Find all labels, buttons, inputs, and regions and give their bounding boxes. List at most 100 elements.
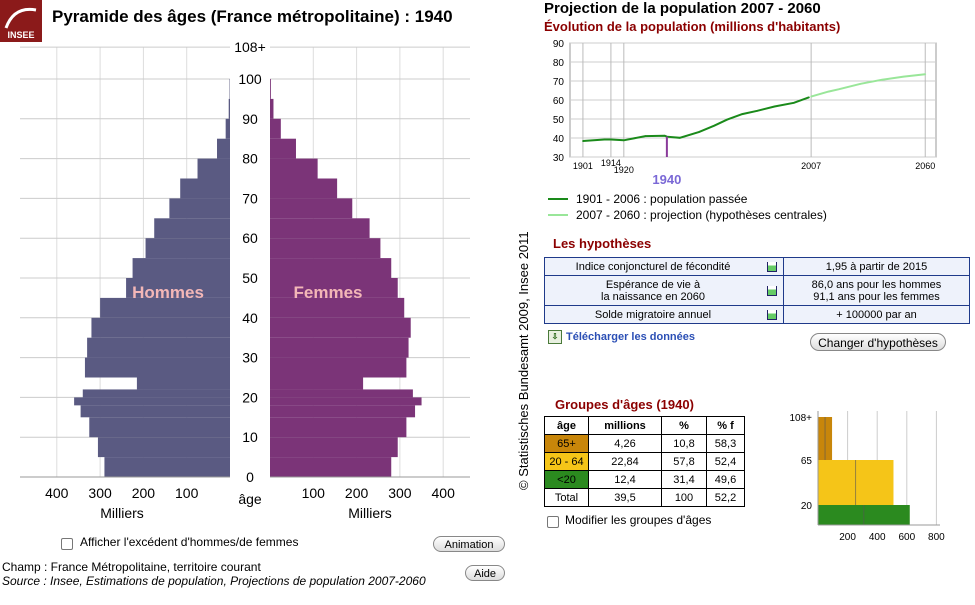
x-tick-label: 800 [928,532,945,543]
age-tick-label: 90 [242,111,258,127]
header-pct: % [661,416,707,435]
age-tick-label: 60 [242,230,258,246]
group-millions: 12,4 [588,470,662,489]
edit-glass-icon[interactable] [767,261,777,272]
women-axis-unit: Milliers [348,505,392,521]
past-point [610,138,612,141]
women-bar [270,258,392,278]
download-icon: ⇩ [548,330,562,344]
past-point [793,102,795,104]
group-row: 65+ 4,26 10,8 58,3 [544,434,745,453]
group-millions: 4,26 [588,434,662,453]
women-bar [270,138,296,159]
past-point [663,134,666,137]
men-bar [126,278,230,298]
men-bar [154,218,230,239]
group-row: 20 - 64 22,84 57,8 52,4 [544,452,745,471]
legend-swatch-projection [548,214,568,216]
men-bar [169,198,230,219]
y-tick-label: 60 [553,96,565,107]
legend-label-projection: 2007 - 2060 : projection (hypothèses cen… [576,208,827,222]
past-point [582,140,584,142]
age-groups-table: âge millions % % f 65+ 4,26 10,8 58,3 20… [544,416,745,507]
age-tick-label: 40 [242,310,258,326]
men-axis-unit: Milliers [100,505,144,521]
download-data-link[interactable]: ⇩ Télécharger les données [548,330,695,344]
hypothesis-label: Indice conjoncturel de fécondité [544,257,761,276]
men-bar [82,389,230,398]
men-bar [228,98,230,119]
men-bar [217,138,230,159]
projection-point [924,73,927,75]
year-label: 2060 [915,161,935,171]
x-tick-label: 300 [88,485,112,501]
age-tick-label: 30 [242,350,258,366]
past-point [713,124,716,127]
past-point [726,118,728,121]
men-bar [136,377,230,390]
page-title: Pyramide des âges (France métropolitaine… [52,7,453,26]
group-pct: 10,8 [661,434,707,453]
x-tick-label: 200 [132,485,156,501]
logo-text: INSEE [7,30,34,40]
age-tick-label: 50 [242,270,258,286]
x-tick-label: 400 [45,485,69,501]
excess-checkbox[interactable] [61,538,73,550]
men-bar [80,405,231,418]
group-age-cell: Total [544,488,589,507]
group-pctf: 52,4 [706,452,745,471]
y-tick-label: 20 [801,501,813,512]
group-pctf: 52,2 [706,488,745,507]
year-label: 2007 [801,161,821,171]
men-bar [104,457,230,477]
men-bar [180,178,230,199]
age-axis-label: âge [238,491,262,507]
women-bar [270,405,416,418]
age-tick-label: 70 [242,190,258,206]
age-tick-label: 10 [242,429,258,445]
group-age-cell: 20 - 64 [544,452,589,471]
women-bar [270,297,405,318]
women-bar [270,357,407,378]
women-bar [270,118,281,139]
change-hypotheses-button[interactable]: Changer d'hypothèses [810,333,946,351]
women-bar [270,437,398,458]
group-age-cell: 65+ [544,434,589,453]
y-tick-label: 30 [553,153,565,164]
help-button[interactable]: Aide [465,565,505,581]
edit-glass-icon[interactable] [767,285,777,296]
past-population-line [582,96,810,142]
source-text: Source : Insee, Estimations de populatio… [2,574,426,588]
hypothesis-value: 86,0 ans pour les hommes 91,1 ans pour l… [783,275,970,306]
x-tick-label: 200 [839,532,856,543]
age-tick-label: 20 [242,389,258,405]
men-label: Hommes [132,283,204,302]
women-bar [270,278,398,298]
men-bar [74,397,231,406]
x-tick-label: 400 [432,485,456,501]
men-bar [225,118,230,139]
groups-title: Groupes d'âges (1940) [555,397,694,412]
past-point [756,110,759,112]
legend-swatch-past [548,198,568,200]
y-tick-label: 50 [553,115,565,126]
men-bar [84,357,230,378]
animation-button[interactable]: Animation [433,536,505,552]
projection-point [881,78,883,81]
year-label: 1901 [573,161,593,171]
age-tick-label: 100 [238,71,262,87]
y-tick-label: 80 [553,58,565,69]
hypothesis-value: + 100000 par an [783,305,970,324]
women-bar [270,218,370,239]
modify-groups-checkbox[interactable] [547,516,559,528]
age-groups-mini-chart: 20 65 108+ 200 400 600 800 [789,411,945,543]
year-label: 1920 [614,165,634,175]
past-point [603,138,606,141]
past-point [644,135,647,137]
women-bar [270,79,271,99]
age-tick-label: 80 [242,151,258,167]
edit-glass-icon[interactable] [767,309,777,320]
y-tick-label: 108+ [789,413,812,424]
men-bar [145,238,230,259]
